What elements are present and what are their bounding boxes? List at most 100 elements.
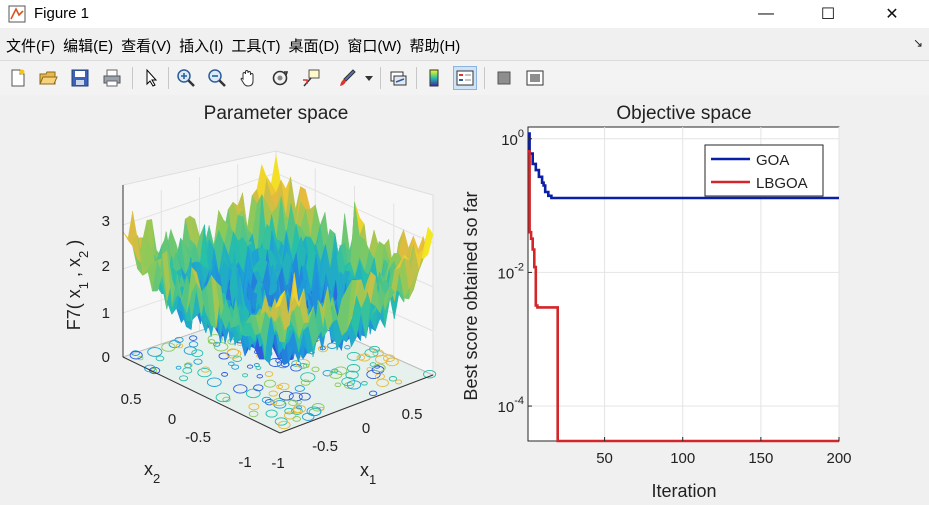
objective-space-plot: Objective space 50 100 150 200 10010-210-4 … xyxy=(461,103,852,501)
legend[interactable]: GOA LBGOA xyxy=(704,144,824,197)
legend-box xyxy=(704,144,824,197)
contour-line xyxy=(174,336,184,343)
contour-line xyxy=(294,385,305,392)
dock-arrow-icon[interactable]: ↘ xyxy=(912,36,923,50)
toolbar-separator xyxy=(416,67,417,89)
colorbar-icon[interactable] xyxy=(422,66,446,90)
menu-tools[interactable]: 工具(T) xyxy=(231,37,281,55)
contour-line xyxy=(395,379,403,385)
toolbar-separator xyxy=(132,67,133,89)
contour-line xyxy=(255,365,262,370)
rotate-3d-icon[interactable] xyxy=(268,66,292,90)
print-icon[interactable] xyxy=(100,66,124,90)
contour-line xyxy=(364,348,379,358)
x1-tick-label: 0 xyxy=(362,420,370,437)
z-tick-label: 3 xyxy=(102,213,110,230)
contour-line xyxy=(218,352,230,360)
contour-line xyxy=(263,379,277,388)
brush-dropdown-icon[interactable] xyxy=(362,66,376,90)
menu-view[interactable]: 查看(V) xyxy=(121,37,172,55)
menu-edit[interactable]: 编辑(E) xyxy=(63,37,114,55)
minimize-button[interactable]: — xyxy=(758,5,774,22)
contour-line xyxy=(147,347,163,357)
menu-help[interactable]: 帮助(H) xyxy=(409,37,461,55)
contour-line xyxy=(175,343,184,349)
contour-line xyxy=(298,363,308,369)
contour-line xyxy=(197,367,212,378)
contour-line xyxy=(296,405,302,410)
menu-bar: 文件(F) 编辑(E) 查看(V) 插入(I) 工具(T) 桌面(D) 窗口(W… xyxy=(0,32,929,58)
contour-line xyxy=(276,384,283,390)
contour-line xyxy=(191,349,204,358)
show-plot-tools-icon[interactable] xyxy=(523,66,547,90)
contour-line xyxy=(256,374,264,379)
new-figure-icon[interactable] xyxy=(6,66,30,90)
contour-line xyxy=(207,339,216,345)
contour-line xyxy=(345,370,359,380)
contour-line xyxy=(311,366,320,373)
contour-line xyxy=(182,367,193,374)
zoom-out-icon[interactable] xyxy=(205,66,229,90)
contour-line xyxy=(207,334,223,345)
contour-line xyxy=(213,342,229,352)
contour-line xyxy=(248,403,260,411)
figure-svg: Parameter space 0 1 2 3 -1 -0.5 xyxy=(64,103,852,501)
contour-line xyxy=(300,372,316,383)
matlab-figure-icon xyxy=(8,5,26,23)
legend-label-lbgoa: LBGOA xyxy=(756,175,808,192)
parameter-space-plot: Parameter space 0 1 2 3 -1 -0.5 xyxy=(64,103,437,487)
x1-axis-label: x1 xyxy=(360,460,376,487)
contour-line xyxy=(206,377,222,387)
contour-line xyxy=(284,411,297,420)
contour-line xyxy=(346,364,361,373)
legend-icon[interactable] xyxy=(453,66,477,90)
menu-file[interactable]: 文件(F) xyxy=(6,37,56,55)
link-plot-icon[interactable] xyxy=(386,66,410,90)
contour-line xyxy=(149,366,161,375)
save-icon[interactable] xyxy=(68,66,92,90)
contour-line xyxy=(183,346,197,355)
data-cursor-icon[interactable] xyxy=(299,66,323,90)
menu-window[interactable]: 窗口(W) xyxy=(347,37,402,55)
surface-patch xyxy=(274,290,285,309)
pointer-icon[interactable] xyxy=(139,66,163,90)
legend-label-goa: GOA xyxy=(756,152,789,169)
contour-line xyxy=(423,369,437,379)
contour-line xyxy=(228,361,235,366)
contour-line xyxy=(388,376,398,382)
brush-icon[interactable] xyxy=(335,66,359,90)
x1-tick-label: -0.5 xyxy=(312,438,338,455)
contour-line xyxy=(144,364,156,373)
zoom-in-icon[interactable] xyxy=(174,66,198,90)
contour-line xyxy=(292,404,306,414)
contour-line xyxy=(265,409,278,418)
menu-insert[interactable]: 插入(I) xyxy=(179,37,224,55)
x-tick-label: 50 xyxy=(596,450,613,467)
pan-icon[interactable] xyxy=(236,66,260,90)
menu-desktop[interactable]: 桌面(D) xyxy=(288,37,340,55)
contour-line xyxy=(331,368,339,374)
open-file-icon[interactable] xyxy=(36,66,60,90)
contour-line xyxy=(246,364,254,369)
hide-plot-tools-icon[interactable] xyxy=(492,66,516,90)
x2-tick-label: -0.5 xyxy=(185,429,211,446)
y-tick-labels: -1 -0.5 0 0.5 xyxy=(121,391,252,471)
contour-line xyxy=(189,335,198,341)
contour-line xyxy=(233,384,248,394)
contour-line xyxy=(356,354,366,361)
contour-line xyxy=(179,375,189,382)
contour-line xyxy=(222,396,231,403)
contour-line xyxy=(346,380,362,390)
contour-line xyxy=(226,348,242,359)
contour-line xyxy=(277,420,291,430)
contour-line xyxy=(261,396,272,404)
close-button[interactable]: ✕ xyxy=(885,6,899,23)
x-tick-label: 200 xyxy=(826,450,851,467)
contour-line xyxy=(344,345,351,350)
maximize-button[interactable]: ☐ xyxy=(820,6,836,23)
contour-line xyxy=(264,399,275,406)
contour-line xyxy=(232,355,243,362)
surface-mesh xyxy=(122,155,434,366)
contour-line xyxy=(341,377,356,387)
x-axis-line xyxy=(279,374,434,434)
